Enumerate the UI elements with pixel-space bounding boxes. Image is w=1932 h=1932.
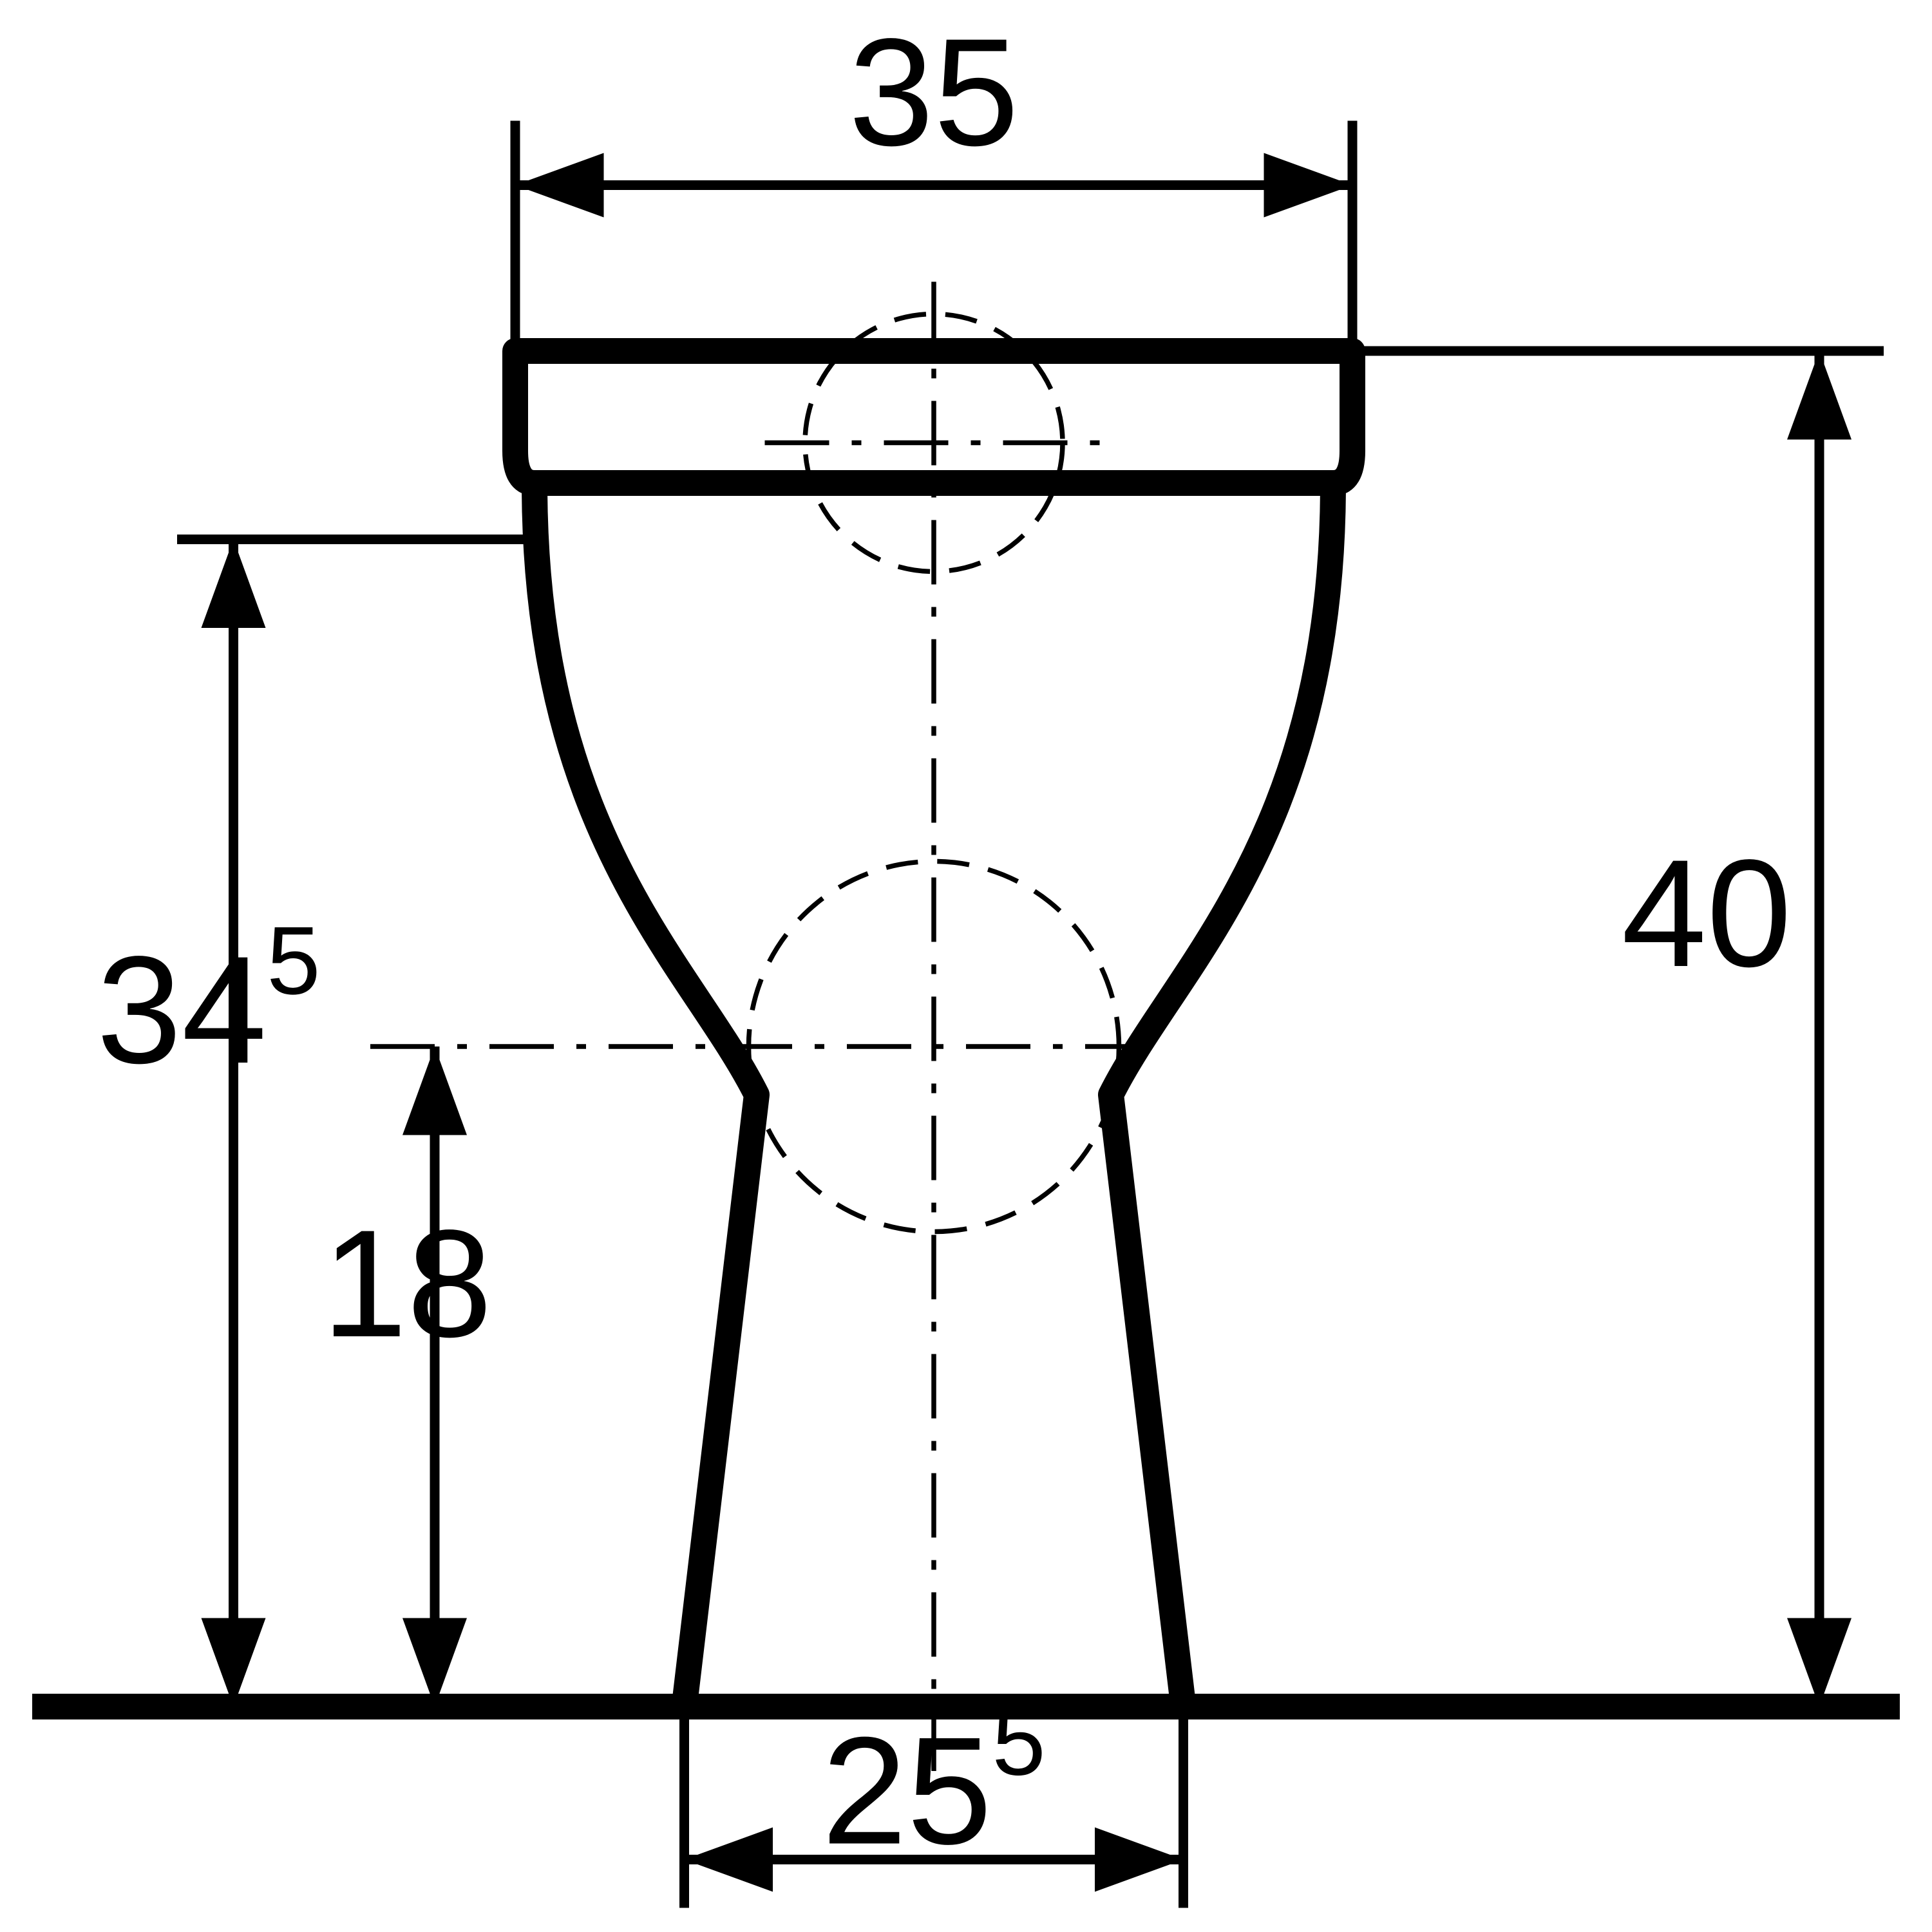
dim-label-right-height: 40: [1622, 828, 1792, 999]
dim-label-base-width: 255: [822, 1687, 1046, 1877]
dim-label-left-345: 345: [97, 906, 321, 1095]
dimension-drawing: 35 255 40 34518: [0, 0, 1932, 1932]
dim-label-left-18: 18: [322, 1198, 492, 1369]
dim-label-top-width: 35: [849, 7, 1019, 178]
